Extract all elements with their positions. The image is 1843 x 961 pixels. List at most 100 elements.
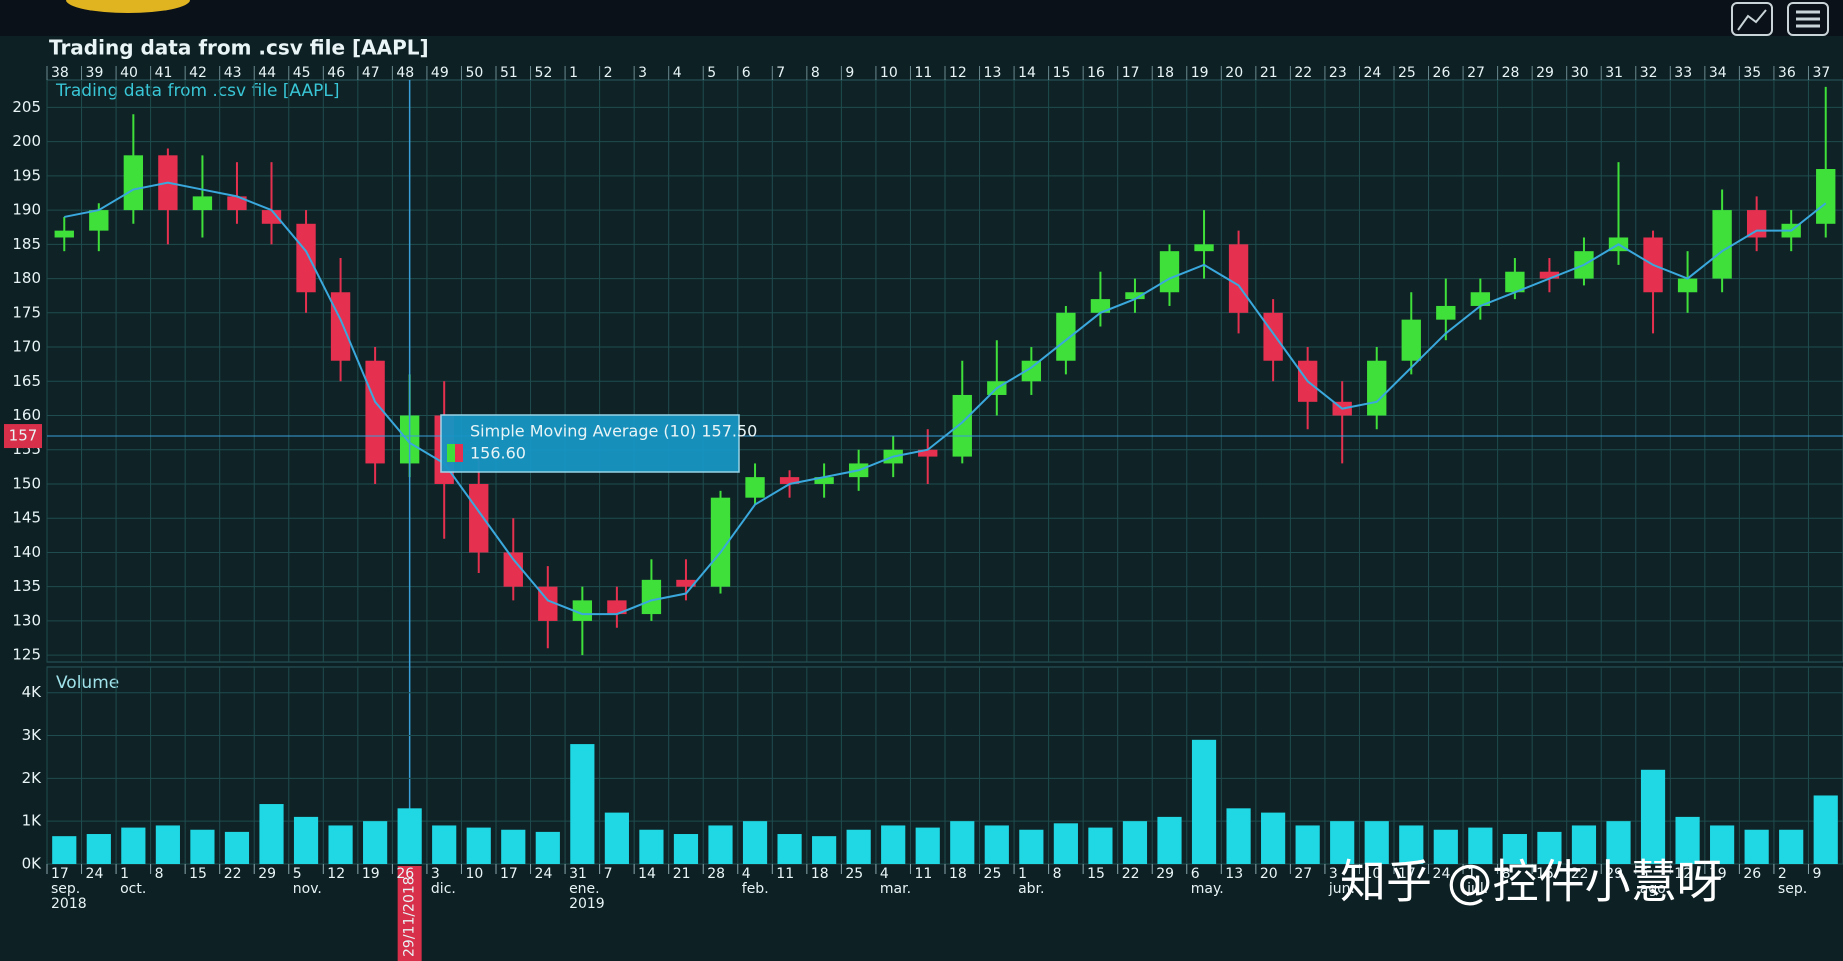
week-label: 7 [776, 65, 785, 81]
week-label: 10 [880, 65, 898, 81]
week-label: 52 [535, 65, 553, 81]
week-label: 50 [465, 65, 483, 81]
week-label: 1 [569, 65, 578, 81]
x-tick-label: 10 [465, 866, 483, 882]
volume-bar [1537, 831, 1562, 864]
candle-body [296, 223, 316, 293]
week-label: 14 [1018, 65, 1036, 81]
volume-bar [86, 834, 111, 864]
week-label: 36 [1778, 65, 1796, 81]
volume-bar [328, 825, 353, 864]
volume-bar [1261, 812, 1286, 864]
candle-body [1816, 169, 1836, 224]
year-label: 2019 [569, 896, 605, 912]
volume-title: Volume [56, 673, 119, 693]
volume-bar [846, 829, 871, 864]
y-tick-label: 185 [12, 235, 41, 253]
x-tick-label: 21 [673, 866, 691, 882]
week-label: 16 [1087, 65, 1105, 81]
week-label: 47 [362, 65, 380, 81]
month-label: feb. [742, 881, 769, 897]
x-tick-label: 3 [1329, 866, 1338, 882]
y-tick-label: 0K [22, 855, 43, 873]
x-tick-label: 22 [1571, 866, 1589, 882]
menu-icon-glyph [1796, 10, 1820, 28]
candle-body [1125, 292, 1145, 300]
chart-icon-glyph [1737, 9, 1767, 31]
month-label: abr. [1018, 881, 1044, 897]
month-label: jun. [1328, 881, 1355, 897]
x-tick-label: 5 [293, 866, 302, 882]
candle-body [1056, 312, 1076, 361]
volume-bar [259, 804, 284, 864]
volume-bar [1468, 827, 1493, 864]
volume-bar [1399, 825, 1424, 864]
volume-bar [1675, 816, 1700, 864]
x-tick-label: 25 [845, 866, 863, 882]
x-tick-label: 12 [1674, 866, 1692, 882]
candle-body [123, 155, 144, 211]
candle-body [745, 477, 765, 498]
week-label: 39 [86, 65, 104, 81]
crosshair-date: 29/11/2018 [402, 876, 418, 957]
volume-bar [363, 821, 388, 864]
candle-body [330, 292, 351, 361]
x-tick-label: 5 [1640, 866, 1649, 882]
candle-body [952, 394, 972, 457]
week-label: 17 [1122, 65, 1140, 81]
volume-bar [812, 836, 837, 864]
candle-body [1021, 360, 1042, 382]
candle-body [676, 579, 696, 587]
x-tick-label: 15 [189, 866, 207, 882]
candle-body [1505, 271, 1525, 293]
chart-icon[interactable] [1731, 2, 1773, 36]
candle-body [1746, 210, 1767, 238]
candle-body [1470, 292, 1491, 306]
menu-icon[interactable] [1787, 2, 1829, 36]
volume-bar [1053, 823, 1078, 864]
candle-body [1712, 210, 1732, 279]
month-label: may. [1191, 881, 1224, 897]
x-tick-label: 8 [1053, 866, 1062, 882]
volume-bar [1364, 821, 1389, 864]
tooltip-line2: 156.60 [470, 444, 526, 463]
candle-body [365, 360, 385, 464]
x-tick-label: 15 [1087, 866, 1105, 882]
volume-bar [121, 827, 146, 864]
x-tick-label: 20 [1260, 866, 1278, 882]
x-tick-label: 19 [362, 866, 380, 882]
logo [66, 0, 190, 13]
candle-body [1436, 305, 1456, 320]
volume-bar [708, 825, 733, 864]
month-label: sep. [51, 881, 80, 897]
x-tick-label: 28 [707, 866, 725, 882]
month-label: nov. [293, 881, 322, 897]
x-tick-label: 25 [984, 866, 1002, 882]
volume-bar [1502, 834, 1527, 864]
y-tick-label: 170 [12, 338, 41, 356]
week-label: 46 [327, 65, 345, 81]
y-tick-label: 175 [12, 303, 41, 321]
volume-bar [1813, 795, 1838, 864]
candle-body [1263, 312, 1283, 361]
candle-body [192, 196, 213, 211]
week-label: 8 [811, 65, 820, 81]
y-tick-label: 205 [12, 98, 41, 116]
x-tick-label: 15 [1536, 866, 1554, 882]
candle-body [641, 579, 662, 615]
y-tick-label: 130 [12, 611, 41, 629]
volume-bar [190, 829, 215, 864]
y-tick-label: 4K [22, 683, 43, 701]
candle-body [918, 449, 938, 457]
crosshair-value: 157 [9, 427, 38, 445]
week-label: 13 [984, 65, 1002, 81]
x-tick-label: 22 [1122, 866, 1140, 882]
volume-bar [1571, 825, 1597, 864]
x-tick-label: 13 [1225, 866, 1243, 882]
week-label: 15 [1053, 65, 1071, 81]
week-label: 25 [1398, 65, 1416, 81]
volume-bar [1744, 829, 1769, 864]
week-label: 11 [914, 65, 932, 81]
y-tick-label: 125 [12, 646, 41, 664]
x-tick-label: 29 [1605, 866, 1623, 882]
